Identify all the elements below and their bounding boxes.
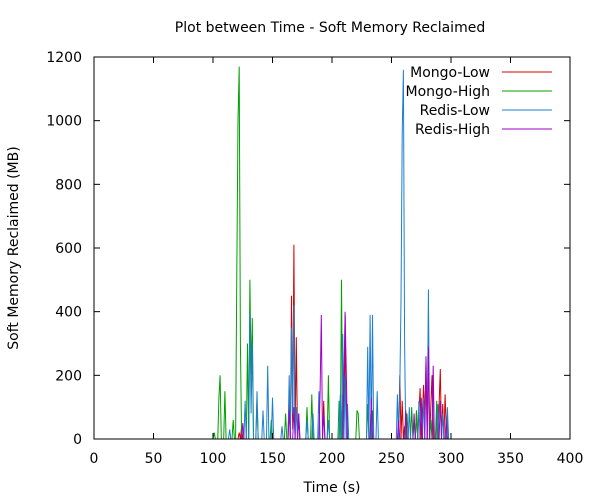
y-tick-label: 1000 bbox=[46, 114, 82, 130]
x-tick-label: 150 bbox=[259, 451, 286, 467]
y-tick-label: 600 bbox=[55, 241, 82, 257]
y-tick-label: 400 bbox=[55, 305, 82, 321]
x-tick-label: 50 bbox=[145, 451, 163, 467]
legend-label: Mongo-Low bbox=[410, 65, 490, 81]
y-tick-label: 1200 bbox=[46, 50, 82, 66]
legend-label: Redis-Low bbox=[420, 103, 490, 119]
y-tick-label: 800 bbox=[55, 177, 82, 193]
axis-ticks bbox=[93, 56, 571, 440]
plot-lines bbox=[212, 66, 450, 440]
x-tick-label: 200 bbox=[319, 451, 346, 467]
plot-frame bbox=[93, 56, 571, 440]
y-tick-label: 0 bbox=[73, 432, 82, 448]
legend-entry-mongo-low: Mongo-Low bbox=[410, 65, 552, 81]
x-tick-label: 350 bbox=[497, 451, 524, 467]
legend-entry-mongo-high: Mongo-High bbox=[406, 84, 552, 100]
series-line-mongo-high bbox=[212, 66, 450, 440]
x-tick-label: 250 bbox=[378, 451, 405, 467]
x-tick-label: 300 bbox=[438, 451, 465, 467]
x-axis-title: Time (s) bbox=[303, 480, 361, 496]
x-tick-label: 0 bbox=[90, 451, 99, 467]
legend: Mongo-Low Mongo-High Redis-Low Redis-High bbox=[406, 65, 552, 138]
legend-entry-redis-low: Redis-Low bbox=[420, 103, 552, 119]
y-axis-title: Soft Memory Reclaimed (MB) bbox=[6, 146, 22, 349]
x-tick-label: 100 bbox=[200, 451, 227, 467]
x-tick-label: 400 bbox=[557, 451, 584, 467]
legend-label: Mongo-High bbox=[406, 84, 490, 100]
y-tick-label: 200 bbox=[55, 368, 82, 384]
chart-title: Plot between Time - Soft Memory Reclaime… bbox=[175, 20, 485, 36]
legend-label: Redis-High bbox=[415, 122, 490, 138]
legend-entry-redis-high: Redis-High bbox=[415, 122, 552, 138]
axis-tick-labels: 0 50 100 150 200 250 300 350 400 0 200 400 600 800 100… bbox=[46, 50, 583, 467]
